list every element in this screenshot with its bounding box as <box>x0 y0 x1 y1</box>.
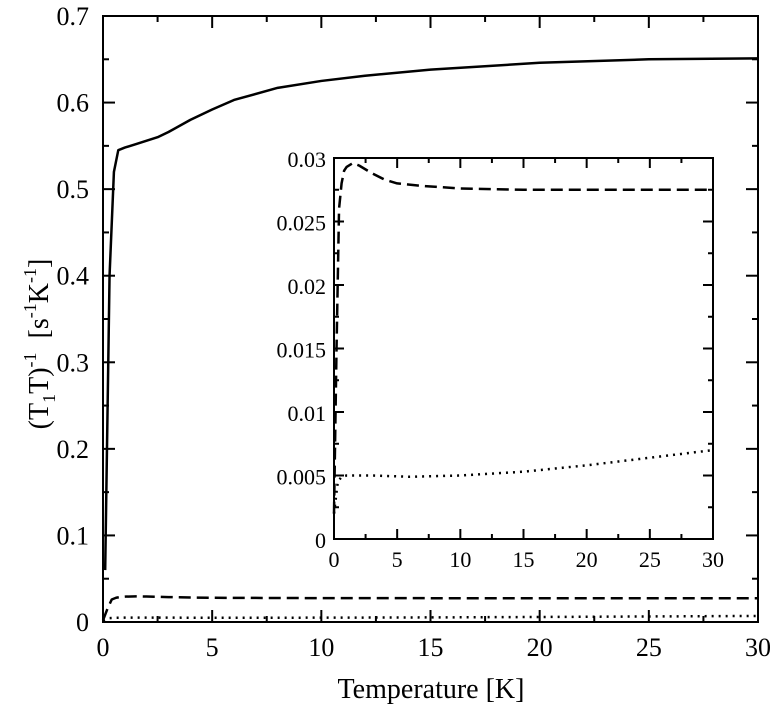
main-y-tick-label: 0.2 <box>57 435 90 464</box>
main-series-solid-line <box>103 57 759 571</box>
inset-y-tick-label: 0 <box>315 528 326 553</box>
main-x-tick-label: 5 <box>206 633 219 662</box>
y-title-k: K <box>24 283 55 303</box>
inset-x-tick-label: 10 <box>449 547 471 572</box>
svg-text:(T1T)-1 [s-1K-1]: (T1T)-1 [s-1K-1] <box>20 259 59 430</box>
y-title-mid: T) <box>24 367 55 393</box>
main-y-tick-label: 0.3 <box>57 348 90 377</box>
main-x-tick-label: 15 <box>418 633 444 662</box>
y-title-open: (T <box>24 403 55 429</box>
inset-x-tick-label: 5 <box>392 547 403 572</box>
y-title-bracket-close: ] <box>24 259 55 268</box>
inset-y-tick-label: 0.025 <box>277 211 327 236</box>
main-y-tick-label: 0.6 <box>57 89 90 118</box>
inset-series-dashed-line <box>332 161 713 514</box>
inset-y-tick-label: 0.005 <box>277 465 327 490</box>
inset-y-tick-label: 0.03 <box>288 147 327 172</box>
inset-y-tick-label: 0.02 <box>288 274 327 299</box>
inset-y-tick-label: 0.015 <box>277 338 327 363</box>
main-x-tick-label: 10 <box>308 633 334 662</box>
x-axis-title: Temperature [K] <box>338 674 525 705</box>
main-y-tick-label: 0.7 <box>57 2 90 31</box>
main-y-tick-label: 0 <box>76 608 89 637</box>
y-title-sup2: -1 <box>20 303 40 318</box>
inset-plot-frame <box>333 157 714 540</box>
main-x-tick-label: 25 <box>636 633 662 662</box>
y-axis-title: (T1T)-1 [s-1K-1] <box>20 259 59 430</box>
inset-plot: 0 5 10 15 20 25 30 0 0.005 0.01 0.015 0.02 0.025 0.03 <box>277 147 725 572</box>
main-y-tick-label: 0.4 <box>57 262 90 291</box>
inset-x-tick-label: 15 <box>513 547 535 572</box>
y-title-sup1: -1 <box>20 352 40 367</box>
main-x-tick-label: 20 <box>527 633 553 662</box>
y-title-sup3: -1 <box>20 268 40 283</box>
inset-x-tick-label: 0 <box>329 547 340 572</box>
inset-series-dotted-line <box>332 448 714 514</box>
y-title-bracket-open: [s <box>24 318 55 338</box>
main-y-tick-label: 0.5 <box>57 175 90 204</box>
inset-x-tick-label: 25 <box>639 547 661 572</box>
main-series-dashed-line <box>101 595 758 621</box>
main-x-tick-label: 30 <box>745 633 771 662</box>
y-title-sub: 1 <box>39 394 59 403</box>
inset-x-tick-label: 30 <box>702 547 724 572</box>
main-plot-frame <box>102 15 759 623</box>
main-plot: 0 5 10 15 20 25 30 0 0.1 0.2 0.3 0.4 0.5 0.6 0.7 <box>57 2 772 662</box>
inset-x-tick-label: 20 <box>576 547 598 572</box>
main-y-tick-label: 0.1 <box>57 521 90 550</box>
inset-y-tick-label: 0.01 <box>288 401 327 426</box>
main-x-tick-label: 0 <box>97 633 110 662</box>
